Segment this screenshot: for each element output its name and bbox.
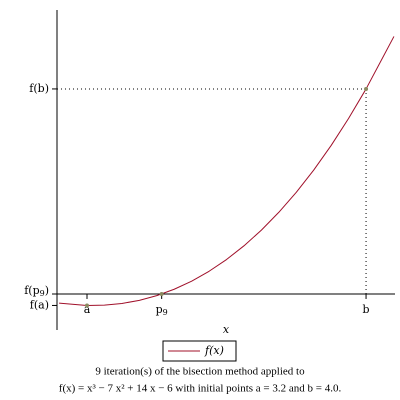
caption-line: f(x) = x³ − 7 x² + 14 x − 6 with initial… (59, 383, 342, 395)
y-tick-label: f(a) (30, 298, 49, 311)
x-tick-label: b (363, 303, 370, 316)
legend-box (162, 340, 237, 362)
x-tick-label: p9 (156, 303, 168, 317)
series-line (59, 36, 395, 306)
y-tick-label: f(b) (29, 82, 49, 95)
iteration-point (159, 291, 164, 296)
caption-line: 9 iteration(s) of the bisection method a… (95, 366, 305, 378)
legend-label: f(x) (204, 344, 224, 357)
x-axis-label: x (223, 323, 230, 336)
iteration-point (84, 303, 89, 308)
x-tick-label: a (84, 303, 91, 316)
iteration-point (364, 86, 369, 91)
y-tick-label: f(p9) (24, 284, 49, 298)
